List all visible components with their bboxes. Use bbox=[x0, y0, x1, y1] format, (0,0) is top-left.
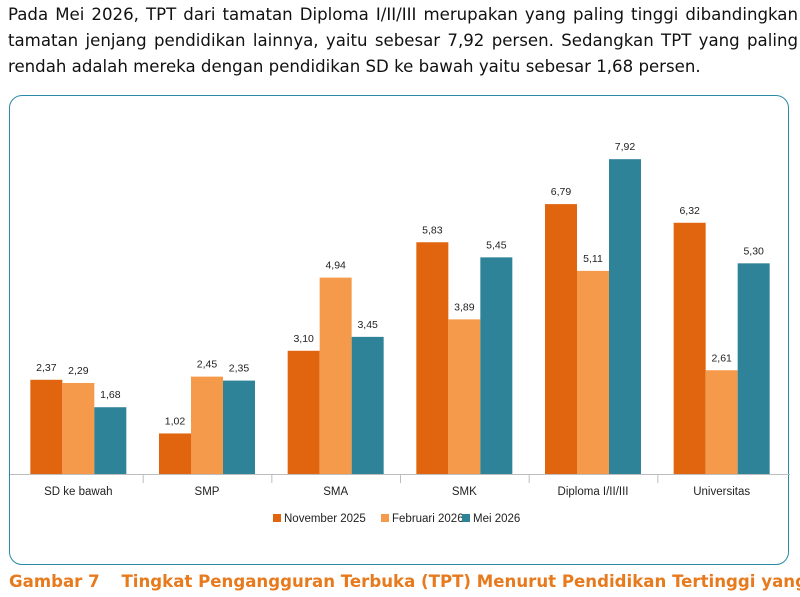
bar bbox=[319, 277, 352, 474]
bar bbox=[159, 433, 191, 474]
figure-caption: Gambar 7 Tingkat Pengangguran Terbuka (T… bbox=[9, 572, 800, 591]
data-label: 2,61 bbox=[711, 352, 732, 364]
bar bbox=[351, 336, 384, 474]
x-tick-label: SMP bbox=[195, 486, 220, 498]
bar bbox=[223, 380, 255, 474]
bar-chart: 2,37 2,29 1,68 SD ke bawah 1,02 2,45 2,35 SMP 3,… bbox=[10, 141, 790, 525]
bar bbox=[94, 407, 127, 474]
bar bbox=[673, 222, 706, 474]
figure-number: Gambar 7 bbox=[9, 572, 100, 591]
bar bbox=[30, 379, 63, 474]
x-tick-label: SD ke bawah bbox=[44, 486, 112, 498]
bar bbox=[62, 382, 95, 474]
data-label: 6,79 bbox=[551, 186, 572, 198]
data-label: 1,68 bbox=[100, 389, 121, 401]
bar bbox=[191, 376, 223, 474]
data-label: 2,37 bbox=[36, 362, 57, 374]
x-tick-label: Diploma I/II/III bbox=[558, 486, 629, 498]
x-tick-label: Universitas bbox=[693, 486, 750, 498]
data-label: 3,45 bbox=[357, 319, 378, 331]
bar bbox=[609, 159, 641, 474]
data-label: 2,45 bbox=[197, 359, 218, 371]
bar bbox=[545, 204, 577, 474]
legend-swatch bbox=[462, 514, 470, 522]
data-label: 7,92 bbox=[615, 141, 636, 153]
data-label: 6,32 bbox=[679, 205, 700, 217]
legend-label: Mei 2026 bbox=[473, 513, 520, 525]
data-label: 5,83 bbox=[422, 224, 443, 236]
intro-paragraph: Pada Mei 2026, TPT dari tamatan Diploma … bbox=[8, 5, 798, 76]
legend-swatch bbox=[273, 514, 281, 522]
x-tick-label: SMA bbox=[323, 486, 348, 498]
legend-swatch bbox=[381, 514, 389, 522]
data-label: 1,02 bbox=[165, 415, 186, 427]
bar bbox=[448, 319, 481, 474]
data-label: 5,11 bbox=[583, 253, 603, 265]
data-label: 2,35 bbox=[229, 363, 250, 375]
chart-frame: 2,37 2,29 1,68 SD ke bawah 1,02 2,45 2,35 SMP 3,… bbox=[9, 95, 790, 565]
bar bbox=[287, 350, 320, 474]
data-label: 4,94 bbox=[325, 260, 346, 272]
bar bbox=[737, 263, 770, 474]
data-label: 5,30 bbox=[743, 245, 764, 257]
bar bbox=[416, 242, 449, 474]
bar bbox=[705, 370, 738, 474]
data-label: 3,10 bbox=[293, 333, 314, 345]
legend-label: Februari 2026 bbox=[392, 513, 464, 525]
data-label: 2,29 bbox=[68, 365, 89, 377]
data-label: 3,89 bbox=[454, 301, 475, 313]
x-tick-label: SMK bbox=[452, 486, 477, 498]
bar bbox=[480, 257, 513, 474]
data-label: 5,45 bbox=[486, 239, 507, 251]
bar bbox=[577, 270, 609, 474]
figure-title: Tingkat Pengangguran Terbuka (TPT) Menur… bbox=[121, 572, 800, 591]
legend-label: November 2025 bbox=[284, 513, 366, 525]
